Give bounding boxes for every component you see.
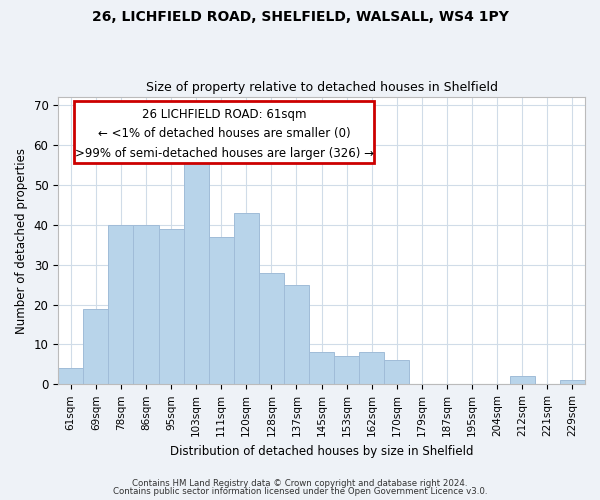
Bar [109,224,133,384]
X-axis label: Distribution of detached houses by size in Shelfield: Distribution of detached houses by size … [170,444,473,458]
Title: Size of property relative to detached houses in Shelfield: Size of property relative to detached ho… [146,82,497,94]
Bar [560,380,585,384]
Text: >99% of semi-detached houses are larger (326) →: >99% of semi-detached houses are larger … [74,146,374,160]
Bar [309,352,334,384]
Bar [334,356,359,384]
Bar [133,224,158,384]
Bar [234,213,259,384]
Bar [83,308,109,384]
Bar [510,376,535,384]
Text: Contains public sector information licensed under the Open Government Licence v3: Contains public sector information licen… [113,488,487,496]
Y-axis label: Number of detached properties: Number of detached properties [15,148,28,334]
Bar [209,236,234,384]
Bar [58,368,83,384]
Bar [259,272,284,384]
Bar [284,284,309,384]
Bar [384,360,409,384]
Bar [359,352,384,384]
Bar [184,161,209,384]
Text: ← <1% of detached houses are smaller (0): ← <1% of detached houses are smaller (0) [98,127,350,140]
Text: Contains HM Land Registry data © Crown copyright and database right 2024.: Contains HM Land Registry data © Crown c… [132,478,468,488]
Bar [158,228,184,384]
Text: 26, LICHFIELD ROAD, SHELFIELD, WALSALL, WS4 1PY: 26, LICHFIELD ROAD, SHELFIELD, WALSALL, … [92,10,508,24]
FancyBboxPatch shape [74,102,374,163]
Text: 26 LICHFIELD ROAD: 61sqm: 26 LICHFIELD ROAD: 61sqm [142,108,307,122]
